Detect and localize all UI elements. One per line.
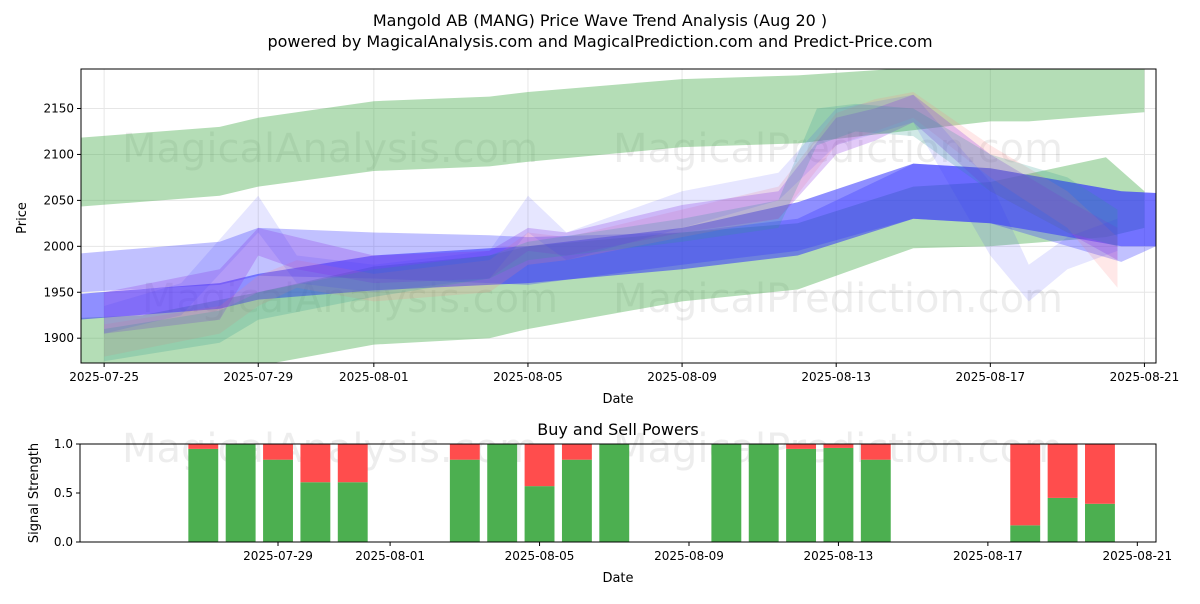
buy-bar — [263, 459, 293, 542]
chart-subtitle: powered by MagicalAnalysis.com and Magic… — [267, 32, 932, 51]
x-tick-label: 2025-07-29 — [243, 549, 313, 563]
x-tick-label: 2025-08-05 — [493, 370, 563, 384]
buy-bar — [337, 482, 368, 542]
sell-bar — [860, 444, 891, 460]
sell-bar — [1085, 444, 1115, 504]
buy-bar — [300, 482, 331, 542]
main-x-axis-label: Date — [602, 392, 633, 407]
buy-bar — [1047, 497, 1078, 542]
buy-bar — [823, 447, 854, 542]
watermark-text: MagicalPrediction.com — [613, 276, 1063, 322]
buy-bar — [748, 444, 779, 542]
y-tick-label: 2000 — [43, 239, 74, 253]
sell-bar — [449, 444, 480, 460]
x-tick-label: 2025-08-13 — [801, 370, 871, 384]
x-tick-label: 2025-08-01 — [355, 549, 425, 563]
power-bars — [188, 444, 1115, 542]
watermark-text: MagicalAnalysis.com — [122, 126, 538, 172]
x-tick-label: 2025-08-17 — [955, 370, 1025, 384]
buy-bar — [487, 444, 518, 542]
price-band — [104, 94, 1118, 334]
y-tick-label: 1950 — [43, 285, 74, 299]
buy-bar — [860, 459, 891, 542]
chart-title: Mangold AB (MANG) Price Wave Trend Analy… — [373, 11, 827, 30]
price-band — [81, 163, 1156, 320]
x-tick-label: 2025-08-01 — [339, 370, 409, 384]
price-band — [81, 69, 1145, 207]
main-plot-frame — [80, 68, 1157, 364]
x-tick-label: 2025-08-09 — [647, 370, 717, 384]
sub-y-axis-label: Signal Strength — [27, 443, 42, 543]
sell-bar — [561, 444, 592, 460]
main-axis-ticks: 2025-07-25 2025-07-29 2025-08-01 2025-08-05… — [43, 102, 1179, 384]
x-tick-label: 2025-08-17 — [953, 549, 1023, 563]
sell-bar — [1047, 444, 1078, 498]
x-tick-label: 2025-08-21 — [1110, 370, 1180, 384]
sell-bar — [524, 444, 555, 487]
price-wave-plot: Price Date MagicalAnalysis.com MagicalPre… — [15, 68, 1179, 407]
y-tick-label: 2050 — [43, 193, 74, 207]
y-tick-label: 1.0 — [54, 437, 73, 451]
sell-bar — [786, 444, 817, 449]
sub-axis-ticks: 2025-07-29 2025-08-01 2025-08-05 2025-08-09… — [54, 437, 1172, 563]
y-tick-label: 1900 — [43, 331, 74, 345]
x-tick-label: 2025-07-25 — [69, 370, 139, 384]
buy-bar — [188, 448, 219, 542]
buy-bar — [599, 444, 630, 542]
price-band — [104, 94, 1118, 334]
x-tick-label: 2025-08-21 — [1102, 549, 1172, 563]
y-tick-label: 0.0 — [54, 535, 73, 549]
buy-bar — [449, 459, 480, 542]
y-tick-label: 2100 — [43, 147, 74, 161]
sell-bar — [823, 444, 854, 448]
buy-bar — [1085, 503, 1115, 542]
price-band — [104, 92, 1118, 357]
sub-x-axis-label: Date — [602, 571, 633, 586]
buy-bar — [225, 444, 256, 542]
price-band — [104, 103, 1118, 362]
sell-bar — [188, 444, 219, 449]
y-tick-label: 2150 — [43, 102, 74, 116]
watermark-text: MagicalPrediction.com — [613, 126, 1063, 172]
sub-chart-title: Buy and Sell Powers — [537, 420, 699, 439]
sell-bar — [1010, 444, 1041, 526]
main-grid — [81, 69, 1156, 363]
buy-bar — [786, 448, 817, 542]
price-band — [81, 163, 1156, 293]
x-tick-label: 2025-07-29 — [223, 370, 293, 384]
buy-bar — [524, 486, 555, 542]
sell-bar — [337, 444, 368, 483]
buy-sell-power-plot: Buy and Sell Powers Signal Strength Date… — [27, 420, 1172, 586]
buy-bar — [561, 459, 592, 542]
sell-bar — [300, 444, 331, 483]
x-tick-label: 2025-08-09 — [654, 549, 724, 563]
watermarks: MagicalAnalysis.com MagicalPrediction.com… — [122, 126, 1063, 322]
sell-bar — [263, 444, 293, 460]
main-y-axis-label: Price — [15, 202, 30, 234]
buy-bar — [1010, 525, 1041, 542]
y-tick-label: 0.5 — [54, 486, 73, 500]
buy-bar — [711, 444, 742, 542]
x-tick-label: 2025-08-13 — [804, 549, 874, 563]
x-tick-label: 2025-08-05 — [505, 549, 575, 563]
wave-bands — [81, 69, 1156, 363]
